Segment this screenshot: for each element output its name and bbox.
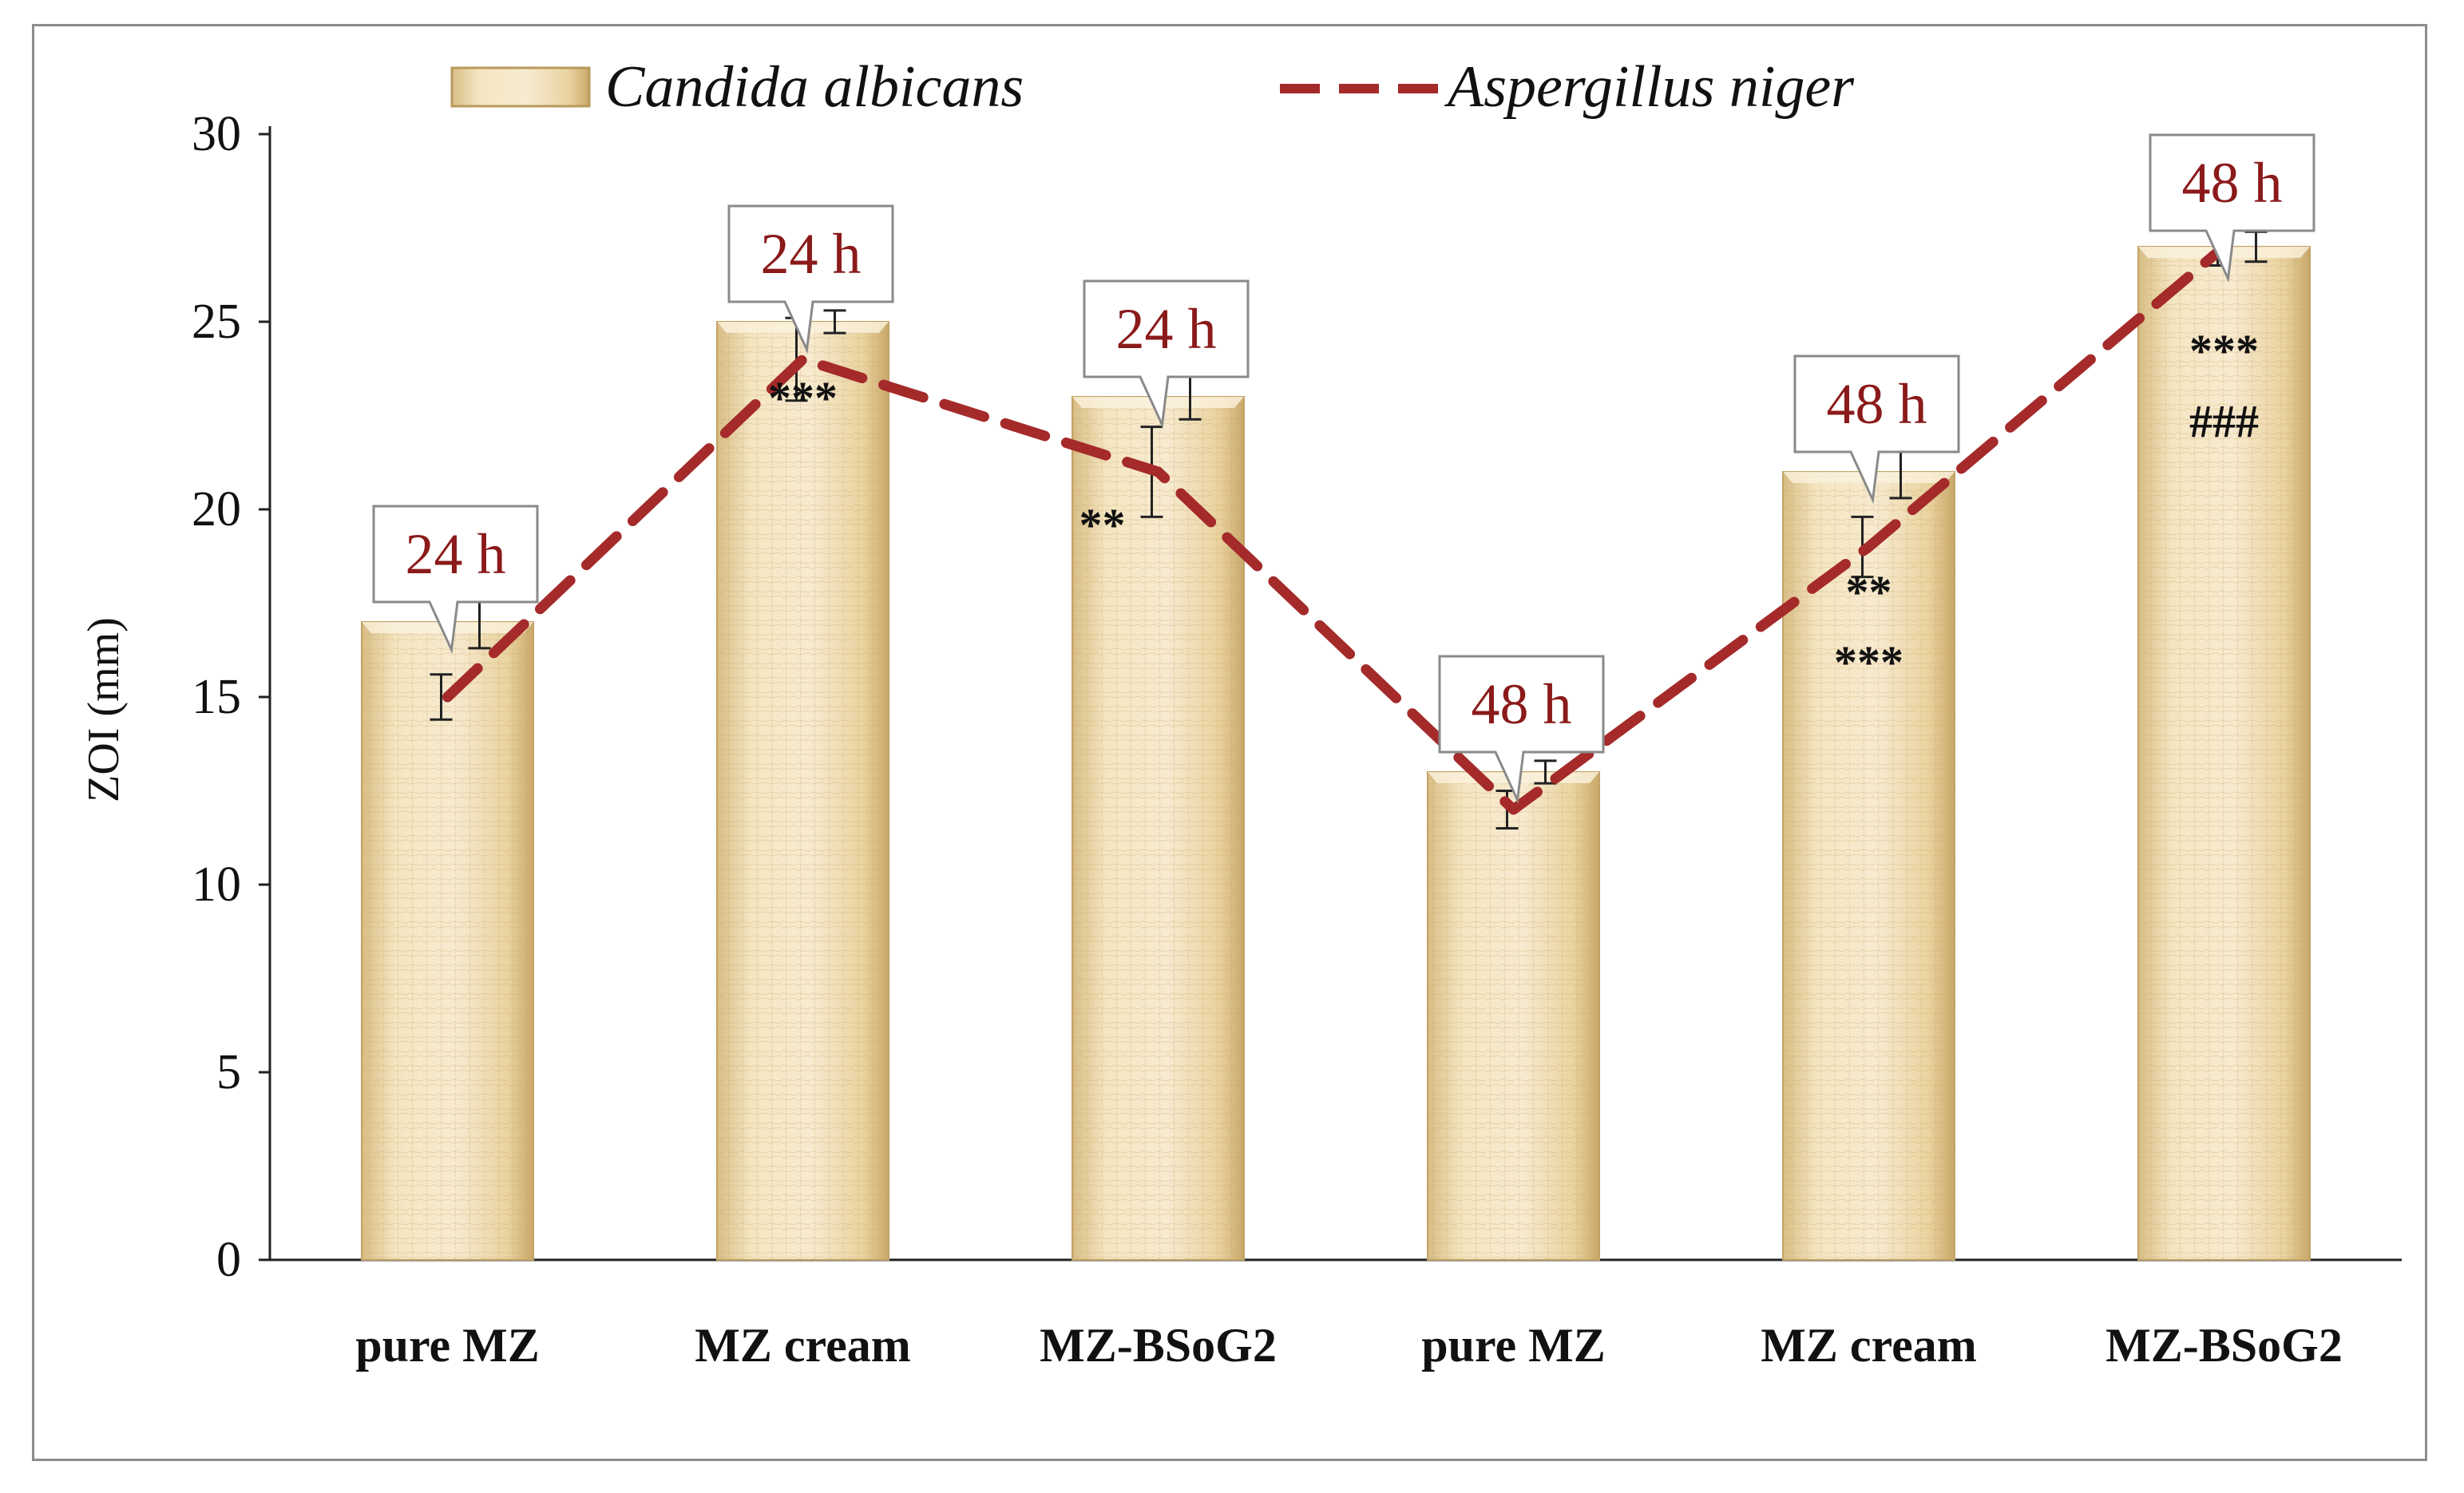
chart-frame: Candida albicans Aspergillus niger ZOI (… xyxy=(32,24,2427,1461)
x-category-label: pure MZ xyxy=(1421,1319,1606,1372)
time-callout-label: 24 h xyxy=(761,222,862,286)
time-callout-label: 24 h xyxy=(1116,297,1217,361)
bar-texture xyxy=(362,622,533,1260)
y-tick-label: 5 xyxy=(216,1045,241,1099)
legend-swatch-candida xyxy=(450,66,591,108)
time-callout-label: 48 h xyxy=(1827,372,1927,436)
y-tick-label: 30 xyxy=(192,107,241,161)
bar-line-chart: Candida albicans Aspergillus niger ZOI (… xyxy=(79,54,2402,1372)
time-callout-box xyxy=(2149,133,2315,283)
line-aspergillus xyxy=(442,241,2229,815)
time-callouts: 24 h 24 h 24 h 48 h 48 h 48 h xyxy=(372,133,2315,805)
bars xyxy=(361,246,2311,1261)
significance-marks: *************### xyxy=(768,325,2259,688)
significance-mark: *** xyxy=(2189,325,2259,377)
bar-texture xyxy=(1783,472,1955,1260)
legend-label-candida: Candida albicans xyxy=(605,54,1024,120)
legend: Candida albicans Aspergillus niger xyxy=(450,54,1855,120)
y-axis-title: ZOI (mm) xyxy=(79,617,129,802)
x-category-label: MZ-BSoG2 xyxy=(2105,1319,2343,1372)
x-category-label: MZ-BSoG2 xyxy=(1040,1319,1277,1372)
significance-mark: ** xyxy=(1079,499,1126,551)
time-callout-box xyxy=(1438,655,1605,805)
significance-mark: *** xyxy=(1834,636,1903,688)
significance-mark: ### xyxy=(2189,395,2259,447)
legend-label-aspergillus: Aspergillus niger xyxy=(1444,54,1855,120)
time-callout-label: 48 h xyxy=(1472,672,1572,736)
line-series xyxy=(430,227,2229,830)
y-tick-label: 10 xyxy=(192,857,241,912)
time-callout-box xyxy=(1083,279,1250,430)
time-callout-box xyxy=(372,505,539,655)
bar-texture xyxy=(1428,772,1599,1260)
y-tick-label: 25 xyxy=(192,295,241,349)
bar-texture xyxy=(1072,397,1244,1260)
time-callout-label: 24 h xyxy=(406,522,506,586)
time-callout-box xyxy=(1793,354,1960,505)
category-labels: pure MZ MZ cream MZ-BSoG2 pure MZ MZ cream MZ… xyxy=(355,1319,2343,1372)
x-category-label: pure MZ xyxy=(355,1319,540,1372)
significance-mark: ** xyxy=(1846,566,1892,618)
x-category-label: MZ cream xyxy=(695,1319,910,1372)
y-tick-label: 20 xyxy=(192,482,241,537)
significance-mark: *** xyxy=(768,372,838,424)
y-tick-label: 0 xyxy=(216,1233,241,1287)
bar-texture xyxy=(2138,247,2310,1260)
axes: 0 5 10 15 20 25 30 xyxy=(192,107,2402,1287)
x-category-label: MZ cream xyxy=(1761,1319,1976,1372)
time-callout-box xyxy=(727,204,894,354)
bar-texture xyxy=(717,322,889,1260)
time-callout-label: 48 h xyxy=(2182,151,2283,215)
y-tick-label: 15 xyxy=(192,670,241,724)
